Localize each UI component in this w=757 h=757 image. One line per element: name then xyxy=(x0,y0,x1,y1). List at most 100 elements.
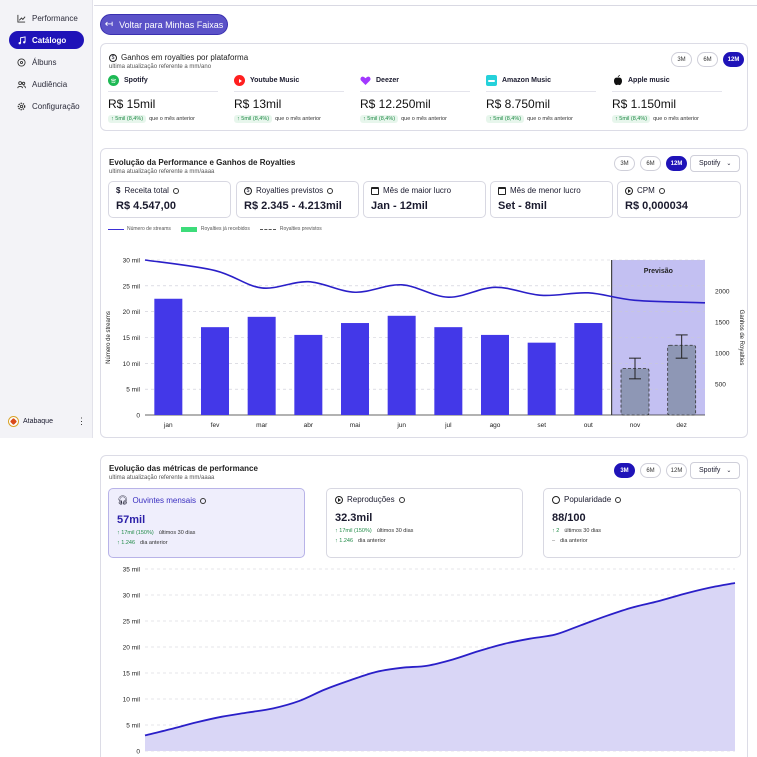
period-6m-button[interactable]: 6M xyxy=(640,156,661,171)
y-tick-label: 30 mil xyxy=(123,258,141,265)
metric-reproducoes[interactable]: Reproduções 32.3mil ↑ 17mil (150%) último… xyxy=(326,488,523,558)
avatar xyxy=(8,416,19,427)
x-tick-label: nov xyxy=(630,422,641,429)
amazon-music-icon xyxy=(486,75,497,86)
card-title: Evolução das métricas de performance xyxy=(109,464,258,473)
y-tick-label: 10 mil xyxy=(123,361,141,368)
sidebar-item-configuracao[interactable]: Configuração xyxy=(9,97,84,115)
delta-note: que o mês anterior xyxy=(275,116,321,122)
card-subtitle: ultima atualização referente a mm/aaaa xyxy=(109,475,215,481)
metric-ouvintes-mensais[interactable]: 🎧︎ Ouvintes mensais 57mil ↑ 17mil (150%) ú… xyxy=(108,488,305,558)
bar xyxy=(247,316,276,415)
calendar-icon xyxy=(498,186,506,195)
period-3m-button[interactable]: 3M xyxy=(614,463,635,478)
info-icon[interactable] xyxy=(398,496,405,503)
metric-popularidade[interactable]: Popularidade 88/100 ↑ 2 últimos 30 dias –… xyxy=(543,488,741,558)
kpi-mes-menor-lucro: Mês de menor lucro Set - 8mil xyxy=(490,181,613,218)
y-tick-label: 15 mil xyxy=(123,335,141,342)
period-12m-button[interactable]: 12M xyxy=(666,156,687,171)
info-icon[interactable] xyxy=(172,187,179,194)
kpi-label: Mês de maior lucro xyxy=(383,186,452,195)
kpi-royalties-previstos: $ Royalties previstos R$ 2.345 - 4.213mil xyxy=(236,181,359,218)
info-icon[interactable] xyxy=(200,497,207,504)
platform-name: Spotify xyxy=(124,77,148,84)
delta-note: que o mês anterior xyxy=(401,116,447,122)
delta-note: que o mês anterior xyxy=(653,116,699,122)
platform-value: R$ 8.750mil xyxy=(486,97,551,111)
period-12m-button[interactable]: 12M xyxy=(723,52,744,67)
info-icon[interactable] xyxy=(615,496,622,503)
period-12m-button[interactable]: 12M xyxy=(666,463,687,478)
album-icon xyxy=(17,57,26,67)
sidebar-item-audiencia[interactable]: Audiência xyxy=(9,75,84,93)
y-tick-label: 25 mil xyxy=(123,283,141,290)
info-icon[interactable] xyxy=(327,187,334,194)
platform-amazon-music: Amazon Music R$ 8.750mil ↑ 5mil (8,4%) qu… xyxy=(486,75,596,123)
area-line xyxy=(144,582,736,737)
kpi-receita-total: $ Receita total R$ 4.547,00 xyxy=(108,181,231,218)
chart-icon xyxy=(17,14,26,23)
bar xyxy=(434,327,463,415)
bar xyxy=(201,327,229,415)
sidebar-item-label: Álbuns xyxy=(32,57,57,67)
kpi-value: Jan - 12mil xyxy=(371,200,428,212)
gear-icon xyxy=(17,102,26,111)
kpi-label: CPM xyxy=(637,186,655,195)
y-tick-label: 30 mil xyxy=(123,593,141,600)
platform-select-value: Spotify xyxy=(699,160,721,167)
y-axis-label: Número de streams xyxy=(106,311,112,364)
kpi-label: Receita total xyxy=(124,186,169,195)
platform-select-value: Spotify xyxy=(699,467,721,474)
sidebar-item-label: Catálogo xyxy=(32,35,67,45)
back-button[interactable]: ↤ Voltar para Minhas Faixas xyxy=(100,14,228,35)
legend-item: Número de streams xyxy=(127,226,171,232)
period-6m-button[interactable]: 6M xyxy=(697,52,718,67)
sidebar-item-catalogo[interactable]: Catálogo xyxy=(9,31,84,49)
calendar-icon xyxy=(371,186,379,195)
delta-note: que o mês anterior xyxy=(527,116,573,122)
platform-select[interactable]: Spotify ⌄ xyxy=(690,155,740,172)
delta-badge: ↑ 2 xyxy=(552,528,560,534)
card-subtitle: ultima atualização referente a mm/aaaa xyxy=(109,169,215,175)
x-tick-label: mai xyxy=(350,422,360,429)
platform-value: R$ 15mil xyxy=(108,97,156,111)
delta-badge: ↑ 5mil (8,4%) xyxy=(612,115,651,123)
kpi-cpm: CPM R$ 0,000034 xyxy=(617,181,741,218)
sidebar-item-label: Configuração xyxy=(32,101,80,111)
sidebar-item-label: Performance xyxy=(32,13,78,23)
bar xyxy=(341,323,369,415)
info-icon[interactable] xyxy=(658,187,665,194)
sidebar-item-albuns[interactable]: Álbuns xyxy=(9,53,84,71)
y-tick-label: 25 mil xyxy=(123,619,141,626)
x-tick-label: dez xyxy=(676,422,686,429)
metric-label: Reproduções xyxy=(347,495,395,504)
dollar-circle-icon: $ xyxy=(244,186,252,195)
legend-item: Royalties já recebidos xyxy=(200,226,250,232)
arrow-left-icon: ↤ xyxy=(104,19,114,30)
chart-legend: Número de streams Royalties já recebidos… xyxy=(108,226,322,232)
kebab-menu-icon[interactable]: ⋮ xyxy=(77,416,86,426)
delta-note: dia anterior xyxy=(140,540,168,546)
period-6m-button[interactable]: 6M xyxy=(640,463,661,478)
x-tick-label: abr xyxy=(304,422,314,429)
delta-badge: ↑ 17mil (150%) xyxy=(335,528,372,534)
user-menu[interactable]: Atabaque ⋮ xyxy=(8,416,86,427)
bar xyxy=(527,342,556,415)
chevron-down-icon: ⌄ xyxy=(726,161,732,167)
kpi-value: Set - 8mil xyxy=(498,200,547,212)
x-tick-label: set xyxy=(537,422,546,429)
platform-value: R$ 13mil xyxy=(234,97,282,111)
y-tick-label: 20 mil xyxy=(123,309,141,316)
platform-select[interactable]: Spotify ⌄ xyxy=(690,462,740,479)
sidebar-item-performance[interactable]: Performance xyxy=(9,9,84,27)
music-note-icon xyxy=(17,35,26,45)
chevron-down-icon: ⌄ xyxy=(726,468,732,474)
card-subtitle: ultima atualização referente a mm/ano xyxy=(109,64,212,70)
y-tick-label: 5 mil xyxy=(126,723,140,730)
period-3m-button[interactable]: 3M xyxy=(671,52,692,67)
legend-line-swatch xyxy=(108,228,124,230)
play-circle-icon xyxy=(625,186,633,195)
period-3m-button[interactable]: 3M xyxy=(614,156,635,171)
area-fill xyxy=(145,583,735,751)
youtube-music-icon xyxy=(234,75,245,86)
